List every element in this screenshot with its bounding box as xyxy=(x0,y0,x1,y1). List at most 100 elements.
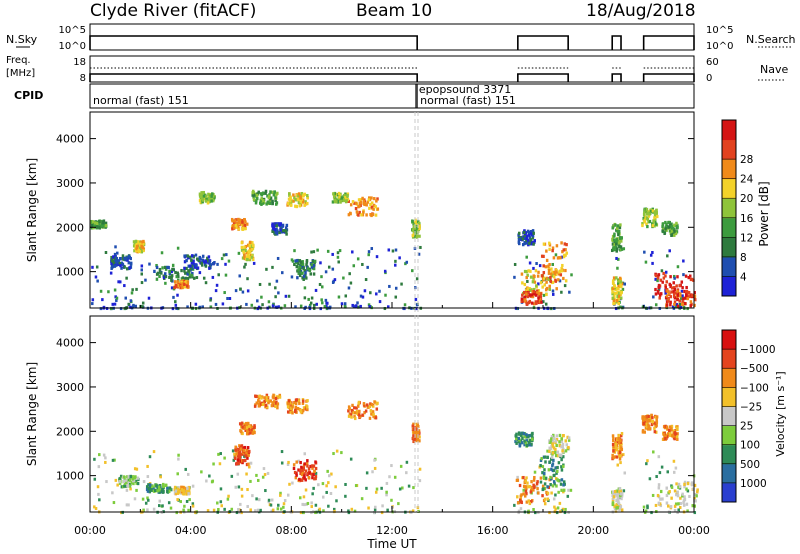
data-cell xyxy=(617,294,621,298)
data-cell xyxy=(301,502,304,506)
data-cell xyxy=(243,255,246,259)
data-cell xyxy=(145,485,149,489)
range-tick-label: 2000 xyxy=(56,425,84,438)
data-cell xyxy=(676,511,679,515)
data-cell xyxy=(646,506,649,510)
data-cell xyxy=(541,484,545,488)
data-cell xyxy=(313,469,316,474)
data-cell xyxy=(142,480,146,484)
data-cell xyxy=(544,302,548,306)
data-cell xyxy=(688,274,692,278)
data-cell xyxy=(557,478,560,483)
data-cell xyxy=(101,221,104,225)
data-cell xyxy=(615,238,619,242)
data-cell xyxy=(314,511,317,515)
data-cell xyxy=(128,484,132,488)
data-cell xyxy=(306,399,309,403)
data-cell xyxy=(686,481,690,486)
data-cell xyxy=(294,261,298,265)
data-cell xyxy=(681,297,685,301)
data-cell xyxy=(683,296,687,300)
noise-solid-segment xyxy=(89,35,418,50)
nsky-label: N.Sky xyxy=(6,33,38,46)
data-cell xyxy=(230,474,234,478)
data-cell xyxy=(525,239,528,243)
data-cell xyxy=(666,427,669,431)
data-cell xyxy=(136,481,140,486)
data-cell xyxy=(270,509,274,513)
data-cell xyxy=(164,267,168,271)
data-cell xyxy=(273,190,277,194)
data-cell xyxy=(275,224,278,228)
data-cell xyxy=(243,448,246,453)
data-cell xyxy=(669,231,673,235)
data-cell xyxy=(201,196,205,200)
data-cell xyxy=(394,286,398,290)
data-cell xyxy=(258,394,262,398)
data-cell xyxy=(537,270,540,274)
data-cell xyxy=(159,271,163,275)
data-cell xyxy=(674,296,678,300)
data-cell xyxy=(620,447,624,452)
data-cell xyxy=(539,480,543,484)
data-cell xyxy=(183,260,187,264)
data-cell xyxy=(156,489,159,493)
data-cell xyxy=(657,455,661,459)
data-cell xyxy=(676,297,679,301)
data-cell xyxy=(278,393,282,397)
data-cell xyxy=(552,497,556,501)
data-cell xyxy=(237,451,241,455)
data-cell xyxy=(419,245,422,249)
data-cell xyxy=(661,223,665,227)
data-cell xyxy=(153,269,156,273)
data-cell xyxy=(307,476,311,480)
data-cell xyxy=(365,486,368,490)
data-cell xyxy=(531,229,535,233)
data-cell xyxy=(612,437,615,441)
data-cell xyxy=(319,307,322,311)
data-cell xyxy=(543,471,546,476)
time-axis-ticks: 00:00 04:00 08:00 12:00 16:00 20:00 00:00 xyxy=(74,524,710,537)
data-cell xyxy=(682,259,685,263)
data-cell xyxy=(333,194,336,198)
data-cell xyxy=(560,241,563,245)
data-cell xyxy=(264,191,267,195)
data-cell xyxy=(166,489,169,494)
data-cell xyxy=(174,300,177,304)
data-cell xyxy=(544,460,547,464)
data-cell xyxy=(256,299,259,303)
data-cell xyxy=(236,472,240,476)
data-cell xyxy=(295,204,298,209)
data-cell xyxy=(96,279,99,283)
beam-title: Beam 10 xyxy=(356,1,432,21)
data-cell xyxy=(665,222,668,226)
data-cell xyxy=(657,291,660,295)
data-cell xyxy=(527,269,530,273)
data-cell xyxy=(91,298,95,302)
data-cell xyxy=(668,282,672,286)
data-cell xyxy=(542,276,546,280)
data-cell xyxy=(336,255,340,259)
data-cell xyxy=(263,473,267,477)
data-cell xyxy=(654,503,658,507)
data-cell xyxy=(237,227,241,231)
data-cell xyxy=(233,226,236,230)
data-cell xyxy=(321,301,324,305)
data-cell xyxy=(651,493,655,497)
data-cell xyxy=(295,471,298,475)
colorbar-tick-label: −1000 xyxy=(740,344,776,356)
data-cell xyxy=(366,403,369,407)
data-cell xyxy=(299,265,303,270)
data-cell xyxy=(550,467,553,471)
data-cell xyxy=(359,294,363,298)
data-cell xyxy=(300,271,303,275)
data-cell xyxy=(356,301,359,305)
data-cell xyxy=(170,286,174,290)
data-cell xyxy=(563,284,567,288)
data-cell xyxy=(304,273,307,277)
data-cell xyxy=(373,400,376,404)
data-cell xyxy=(287,399,291,403)
data-cell xyxy=(522,230,526,235)
data-cell xyxy=(242,250,245,254)
data-cell xyxy=(257,305,261,309)
